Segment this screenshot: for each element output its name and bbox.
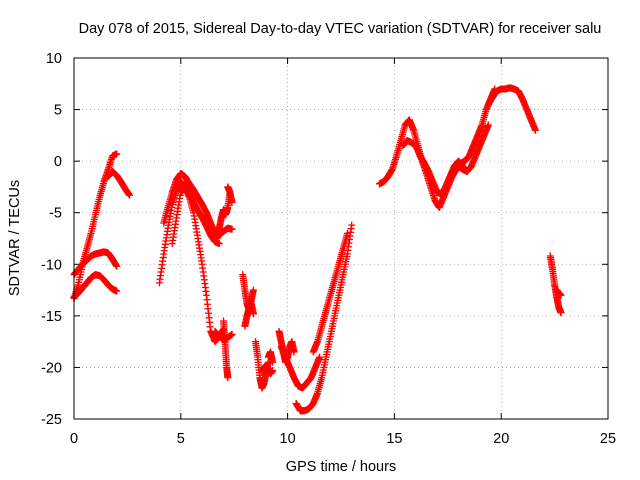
y-tick-label: -15 — [41, 309, 62, 325]
series-arc-u — [375, 85, 499, 212]
y-axis-label: SDTVAR / TECUs — [7, 180, 23, 296]
series-arc-c — [70, 150, 121, 302]
data-point — [531, 126, 539, 134]
x-tick-label: 20 — [493, 431, 509, 447]
data-point — [343, 229, 351, 237]
series-arc-m — [241, 299, 257, 330]
x-tick-label: 0 — [70, 431, 78, 447]
series-arc-o — [258, 361, 277, 378]
x-tick-label: 15 — [386, 431, 402, 447]
series-arc-f — [160, 170, 236, 239]
series-arc-d — [104, 167, 134, 199]
series-arc-j — [224, 183, 236, 206]
data-point — [269, 358, 277, 366]
x-axis-label: GPS time / hours — [286, 459, 396, 475]
y-tick-label: -10 — [41, 257, 62, 273]
series-arc-n — [252, 338, 272, 392]
tick-labels: 0 5 10 15 20 25 -25 -20 -15 -10 -5 0 5 10 — [41, 51, 616, 447]
data-point — [269, 367, 277, 375]
y-tick-label: 0 — [54, 154, 62, 170]
series-arc-t — [309, 229, 351, 356]
data-point — [224, 374, 232, 382]
data-point — [316, 353, 324, 361]
data-point — [557, 309, 565, 317]
data-point — [557, 291, 565, 299]
series-arc-p — [264, 348, 277, 366]
series-arc-w — [442, 121, 492, 191]
data-point — [228, 198, 236, 206]
data-point — [228, 330, 236, 338]
chart-title: Day 078 of 2015, Sidereal Day-to-day VTE… — [79, 21, 602, 37]
series-arc-y — [546, 252, 565, 317]
data-point — [484, 121, 492, 129]
series-arc-s — [292, 221, 356, 415]
data-point — [113, 262, 121, 270]
y-tick-label: 5 — [54, 103, 62, 119]
data-point — [290, 348, 298, 356]
x-tick-label: 5 — [177, 431, 185, 447]
data-point — [113, 287, 121, 295]
y-tick-label: -20 — [41, 360, 62, 376]
series-arc-x — [484, 84, 539, 134]
data-point — [126, 191, 134, 199]
series-arc-r — [277, 343, 324, 392]
data-point — [249, 310, 257, 318]
data-point — [113, 150, 121, 158]
data-point — [348, 221, 356, 229]
y-tick-label: 10 — [46, 51, 62, 67]
data-point — [215, 240, 223, 248]
data-points — [70, 84, 565, 415]
x-tick-label: 10 — [280, 431, 296, 447]
series-arc-k — [220, 317, 232, 382]
plot-border — [73, 57, 609, 420]
data-point — [228, 225, 236, 233]
data-point — [249, 286, 257, 294]
axes — [73, 57, 609, 420]
series-arc-v — [399, 137, 471, 198]
series-arc-z — [553, 286, 565, 299]
y-tick-label: -5 — [49, 206, 62, 222]
y-tick-label: -25 — [41, 412, 62, 428]
x-tick-label: 25 — [600, 431, 616, 447]
